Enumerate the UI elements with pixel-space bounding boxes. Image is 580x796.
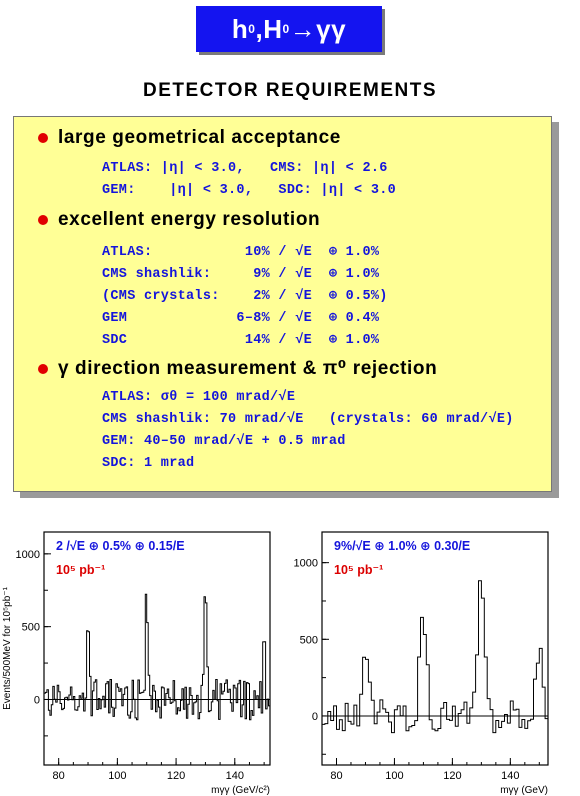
y-tick-label: 500 bbox=[300, 634, 318, 646]
histogram-series bbox=[322, 580, 548, 734]
plot-area: 0 500 1000 80 100 120 140 9%/√E ⊕ 1.0% ⊕ 0.30/E… bbox=[290, 531, 549, 796]
section-direction: γ direction measurement & π⁰ rejection bbox=[38, 357, 437, 380]
resolution-annotation: 9%/√E ⊕ 1.0% ⊕ 0.30/E bbox=[334, 539, 470, 553]
direction-line: CMS shashlik: 70 mrad/√E (crystals: 60 m… bbox=[102, 412, 514, 427]
resolution-line: GEM 6–8% / √E ⊕ 0.4% bbox=[102, 311, 380, 326]
histogram-left: 0 500 1000 80 100 120 140 2 /√E ⊕ 0.5% ⊕ 0.15/E… bbox=[2, 531, 271, 796]
acceptance-line: GEM: |η| < 3.0, SDC: |η| < 3.0 bbox=[102, 183, 397, 198]
section-resolution: excellent energy resolution bbox=[38, 209, 320, 231]
section-direction-title: γ direction measurement & π⁰ rejection bbox=[58, 358, 438, 379]
section-acceptance: large geometrical acceptance bbox=[38, 127, 341, 149]
plot-area: 0 500 1000 80 100 120 140 2 /√E ⊕ 0.5% ⊕ 0.15/E… bbox=[2, 531, 271, 796]
x-tick-label: 120 bbox=[167, 770, 185, 782]
section-resolution-title: excellent energy resolution bbox=[58, 209, 321, 230]
bullet-dot-icon bbox=[38, 363, 48, 374]
luminosity-label: 10⁵ pb⁻¹ bbox=[56, 563, 105, 577]
x-tick-label: 80 bbox=[53, 770, 65, 782]
resolution-annotation: 2 /√E ⊕ 0.5% ⊕ 0.15/E bbox=[56, 539, 185, 553]
title-sep: , bbox=[255, 13, 264, 44]
x-tick-label: 140 bbox=[226, 770, 244, 782]
resolution-line: (CMS crystals: 2% / √E ⊕ 0.5%) bbox=[102, 289, 388, 304]
x-axis-label: mγγ (GeV/c²) bbox=[211, 785, 270, 796]
title-products: γγ bbox=[316, 13, 347, 44]
bullet-dot-icon bbox=[38, 133, 48, 143]
bullet-dot-icon bbox=[38, 215, 48, 225]
direction-line: GEM: 40–50 mrad/√E + 0.5 mrad bbox=[102, 434, 346, 449]
plot-frame bbox=[321, 531, 549, 766]
resolution-line: CMS shashlik: 9% / √E ⊕ 1.0% bbox=[102, 267, 380, 282]
resolution-line: SDC 14% / √E ⊕ 1.0% bbox=[102, 333, 380, 348]
histogram-series bbox=[44, 593, 270, 721]
title-h: h bbox=[231, 13, 249, 44]
title-arrow: → bbox=[289, 13, 317, 44]
y-tick-label: 1000 bbox=[294, 558, 318, 570]
y-tick-label: 1000 bbox=[16, 549, 40, 561]
title-H-sup: 0 bbox=[282, 22, 290, 36]
y-axis-label: Events/500MeV for 10⁵pb⁻¹ bbox=[2, 586, 13, 709]
direction-line: ATLAS: σθ = 100 mrad/√E bbox=[102, 390, 296, 405]
luminosity-label: 10⁵ pb⁻¹ bbox=[334, 563, 383, 577]
x-tick-label: 140 bbox=[501, 770, 519, 782]
x-axis-label: mγγ (GeV) bbox=[500, 785, 548, 796]
resolution-line: ATLAS: 10% / √E ⊕ 1.0% bbox=[102, 245, 380, 260]
page-heading: DETECTOR REQUIREMENTS bbox=[142, 80, 437, 101]
title-H: H bbox=[263, 13, 283, 44]
x-tick-label: 120 bbox=[443, 770, 461, 782]
y-tick-label: 0 bbox=[312, 711, 318, 723]
x-tick-label: 80 bbox=[330, 770, 342, 782]
histogram-right: 0 500 1000 80 100 120 140 9%/√E ⊕ 1.0% ⊕ 0.30/E… bbox=[290, 531, 549, 796]
plot-frame bbox=[43, 531, 271, 766]
x-tick-label: 100 bbox=[385, 770, 403, 782]
acceptance-line: ATLAS: |η| < 3.0, CMS: |η| < 2.6 bbox=[102, 161, 388, 176]
requirements-box: large geometrical acceptance ATLAS: |η| … bbox=[13, 116, 552, 492]
y-tick-label: 0 bbox=[34, 694, 40, 706]
y-axis-label: Events/GeV for 10⁵pb⁻¹ bbox=[290, 595, 291, 701]
title-h-sup: 0 bbox=[248, 22, 256, 36]
y-tick-label: 500 bbox=[22, 622, 40, 634]
section-acceptance-title: large geometrical acceptance bbox=[58, 127, 341, 148]
x-tick-label: 100 bbox=[108, 770, 126, 782]
direction-line: SDC: 1 mrad bbox=[102, 456, 195, 471]
